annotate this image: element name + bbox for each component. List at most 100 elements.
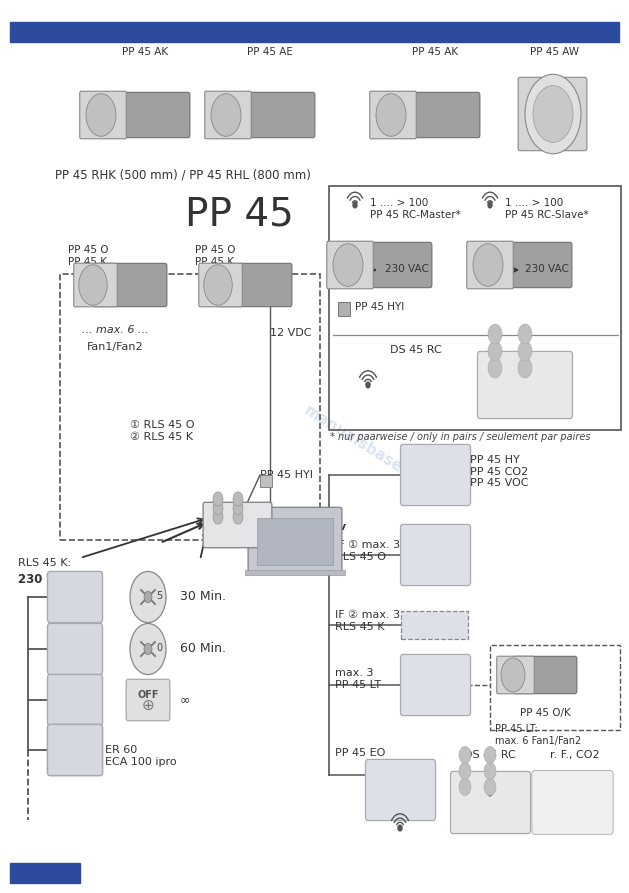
Text: IF ② max. 3
RLS 45 K: IF ② max. 3 RLS 45 K: [335, 610, 400, 631]
Text: OFF: OFF: [137, 690, 159, 700]
FancyBboxPatch shape: [513, 656, 577, 694]
Text: 1 .... > 100
PP 45 RC-Slave*: 1 .... > 100 PP 45 RC-Slave*: [505, 198, 589, 220]
Circle shape: [518, 358, 532, 378]
Circle shape: [376, 94, 406, 137]
Text: max. 3
PP 45 LT: max. 3 PP 45 LT: [335, 668, 381, 689]
Text: PP 45 AK: PP 45 AK: [122, 47, 168, 57]
FancyBboxPatch shape: [370, 91, 416, 138]
FancyBboxPatch shape: [248, 507, 342, 572]
FancyBboxPatch shape: [477, 352, 572, 419]
FancyBboxPatch shape: [80, 91, 126, 138]
Text: PP 45 AE: PP 45 AE: [247, 47, 293, 57]
FancyBboxPatch shape: [401, 524, 470, 586]
FancyBboxPatch shape: [401, 655, 470, 715]
Circle shape: [144, 643, 152, 655]
Circle shape: [518, 324, 532, 344]
Text: IF ① max. 3
RLS 45 O: IF ① max. 3 RLS 45 O: [335, 540, 400, 562]
Bar: [338, 302, 350, 316]
Text: PP 45 AK: PP 45 AK: [412, 47, 458, 57]
FancyBboxPatch shape: [497, 656, 534, 694]
Text: PP 45 HYI: PP 45 HYI: [260, 470, 313, 480]
Text: 1 .... > 100
PP 45 RC-Master*: 1 .... > 100 PP 45 RC-Master*: [370, 198, 461, 220]
Text: RLS 45 K:: RLS 45 K:: [18, 558, 71, 568]
FancyBboxPatch shape: [326, 241, 373, 288]
Bar: [490, 645, 620, 730]
Circle shape: [213, 492, 223, 506]
FancyBboxPatch shape: [450, 772, 530, 833]
Circle shape: [459, 763, 471, 780]
Circle shape: [333, 244, 363, 287]
Text: PP 45 O
PP 45 K: PP 45 O PP 45 K: [68, 245, 108, 267]
Text: RS 485
alternativ
ModBus: RS 485 alternativ ModBus: [285, 510, 346, 543]
FancyBboxPatch shape: [93, 263, 167, 306]
Text: ∞: ∞: [180, 694, 191, 706]
FancyBboxPatch shape: [348, 242, 432, 288]
Circle shape: [213, 510, 223, 524]
Bar: [10, 863, 80, 883]
FancyBboxPatch shape: [401, 611, 468, 638]
Circle shape: [525, 74, 581, 154]
Text: ⊕: ⊕: [142, 697, 154, 713]
Text: 230 VAC: 230 VAC: [18, 573, 73, 586]
Bar: [60, 274, 320, 540]
Text: PP 45 LT:
max. 6 Fan1/Fan2: PP 45 LT: max. 6 Fan1/Fan2: [495, 724, 581, 746]
Text: USB: USB: [260, 524, 287, 537]
Circle shape: [518, 341, 532, 361]
Circle shape: [79, 264, 108, 305]
Circle shape: [488, 341, 502, 361]
Text: PP 45 HYI: PP 45 HYI: [355, 302, 404, 312]
FancyBboxPatch shape: [47, 572, 103, 622]
Text: Fan1/Fan2: Fan1/Fan2: [87, 342, 143, 352]
Text: PP 45 O/K: PP 45 O/K: [520, 708, 571, 718]
Text: 12 VDC: 12 VDC: [270, 328, 311, 338]
Circle shape: [130, 623, 166, 674]
Text: manualsbase.com: manualsbase.com: [301, 403, 439, 497]
Text: ER 60
ECA 100 ipro: ER 60 ECA 100 ipro: [105, 745, 177, 766]
Text: DS 45 RC: DS 45 RC: [390, 345, 442, 355]
Text: 230 VAC: 230 VAC: [385, 264, 429, 274]
FancyBboxPatch shape: [518, 78, 587, 151]
Circle shape: [484, 747, 496, 764]
FancyBboxPatch shape: [47, 724, 103, 776]
Text: 30 Min.: 30 Min.: [180, 590, 226, 604]
Circle shape: [86, 94, 116, 137]
Circle shape: [144, 591, 152, 603]
Text: 60 Min.: 60 Min.: [180, 642, 226, 655]
FancyBboxPatch shape: [226, 92, 315, 138]
Text: PP 45 O
PP 45 K: PP 45 O PP 45 K: [195, 245, 235, 267]
Circle shape: [353, 202, 357, 208]
Circle shape: [211, 94, 241, 137]
Circle shape: [533, 86, 573, 142]
Text: r. F., CO2: r. F., CO2: [550, 750, 600, 760]
Bar: [245, 570, 345, 575]
FancyBboxPatch shape: [47, 724, 103, 776]
Bar: [10, 22, 619, 42]
Text: 5: 5: [156, 590, 162, 601]
FancyBboxPatch shape: [74, 263, 117, 307]
Circle shape: [488, 202, 492, 208]
FancyBboxPatch shape: [391, 92, 480, 138]
FancyBboxPatch shape: [199, 263, 242, 307]
FancyBboxPatch shape: [488, 242, 572, 288]
Text: PP 45: PP 45: [185, 195, 294, 233]
FancyBboxPatch shape: [401, 445, 470, 505]
Text: PP 45 HY
PP 45 CO2
PP 45 VOC: PP 45 HY PP 45 CO2 PP 45 VOC: [470, 455, 528, 488]
FancyBboxPatch shape: [365, 759, 435, 821]
FancyBboxPatch shape: [205, 91, 251, 138]
FancyBboxPatch shape: [126, 680, 170, 721]
Circle shape: [484, 779, 496, 796]
Circle shape: [501, 658, 525, 692]
Circle shape: [366, 382, 370, 388]
Circle shape: [484, 763, 496, 780]
Text: ① RLS 45 O
② RLS 45 K: ① RLS 45 O ② RLS 45 K: [130, 420, 194, 442]
Circle shape: [233, 510, 243, 524]
Circle shape: [233, 501, 243, 515]
Circle shape: [459, 747, 471, 764]
Circle shape: [398, 825, 402, 830]
Text: 230 VAC: 230 VAC: [525, 264, 569, 274]
FancyBboxPatch shape: [47, 674, 103, 726]
Bar: [260, 475, 272, 487]
Text: PP 45 AW: PP 45 AW: [530, 47, 579, 57]
FancyBboxPatch shape: [101, 92, 190, 138]
Text: * nur paarweise / only in pairs / seulement par paires: * nur paarweise / only in pairs / seulem…: [330, 432, 591, 442]
